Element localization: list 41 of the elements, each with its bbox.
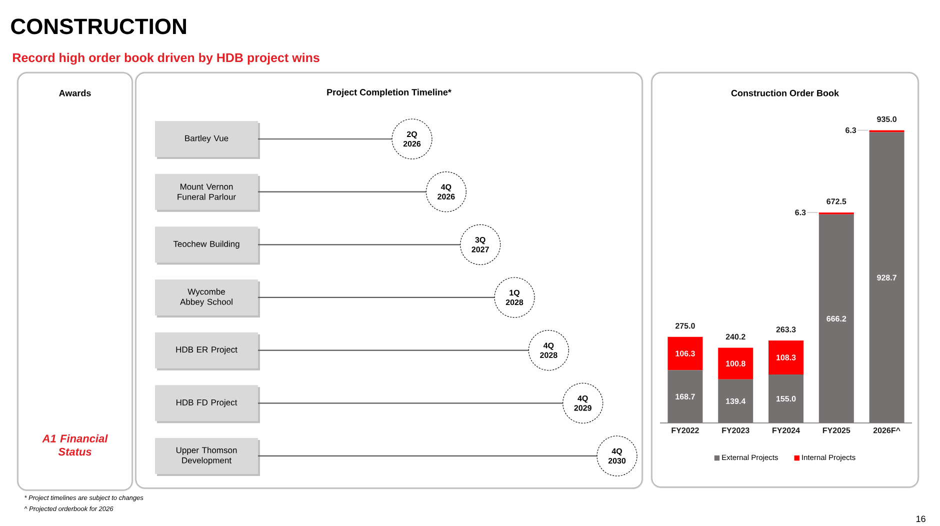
data-label: 6.3 — [846, 127, 856, 134]
total-label: 672.5 — [826, 198, 846, 204]
data-label: 108.3 — [776, 354, 796, 360]
text: A1 Financial Status — [42, 434, 108, 456]
text: Awards — [59, 90, 91, 96]
category-label: Teochew Building — [173, 240, 240, 249]
x-tick-label: FY2024 — [772, 428, 800, 434]
text: 2Q 2026 — [403, 131, 421, 147]
data-label: 106.3 — [676, 350, 695, 356]
category-label: HDB FD Project — [176, 399, 238, 408]
chart-title: Construction Order Book — [731, 90, 840, 96]
category-label: Wycombe Abbey School — [180, 288, 232, 307]
category-label: Mount Vernon Funeral Parlour — [178, 184, 236, 200]
x-tick-label: FY2025 — [822, 428, 850, 434]
text: Record high order book driven by HDB project wins — [13, 52, 320, 65]
data-label: 6.3 — [795, 210, 806, 216]
data-label: 666.2 — [826, 316, 846, 322]
category-label: Upper Thomson Development — [176, 446, 237, 466]
data-label: 155.0 — [776, 396, 796, 402]
text: 4Q 2026 — [438, 184, 455, 200]
total-label: 240.2 — [726, 334, 746, 340]
data-label: 100.8 — [726, 360, 746, 366]
x-tick-label: FY2023 — [722, 428, 750, 434]
text: Project Completion Timeline* — [327, 88, 452, 98]
data-label: 168.7 — [676, 394, 695, 400]
text: 1Q 2028 — [506, 290, 524, 306]
text: 3Q 2027 — [472, 237, 489, 252]
total-label: 275.0 — [675, 323, 695, 329]
total-label: 935.0 — [877, 116, 896, 122]
text: 4Q 2028 — [540, 342, 558, 358]
data-label: 139.4 — [726, 398, 746, 404]
text: 4Q 2030 — [608, 448, 626, 464]
text: CONSTRUCTION — [11, 18, 186, 34]
x-tick-label: 2026F^ — [873, 428, 900, 434]
category-label: Bartley Vue — [185, 135, 228, 143]
total-label: 263.3 — [776, 326, 796, 332]
text: 16 — [916, 516, 926, 522]
x-tick-label: FY2022 — [672, 428, 699, 434]
text: 4Q 2029 — [574, 396, 592, 411]
category-label: HDB ER Project — [176, 346, 238, 354]
data-label: 928.7 — [877, 274, 896, 280]
